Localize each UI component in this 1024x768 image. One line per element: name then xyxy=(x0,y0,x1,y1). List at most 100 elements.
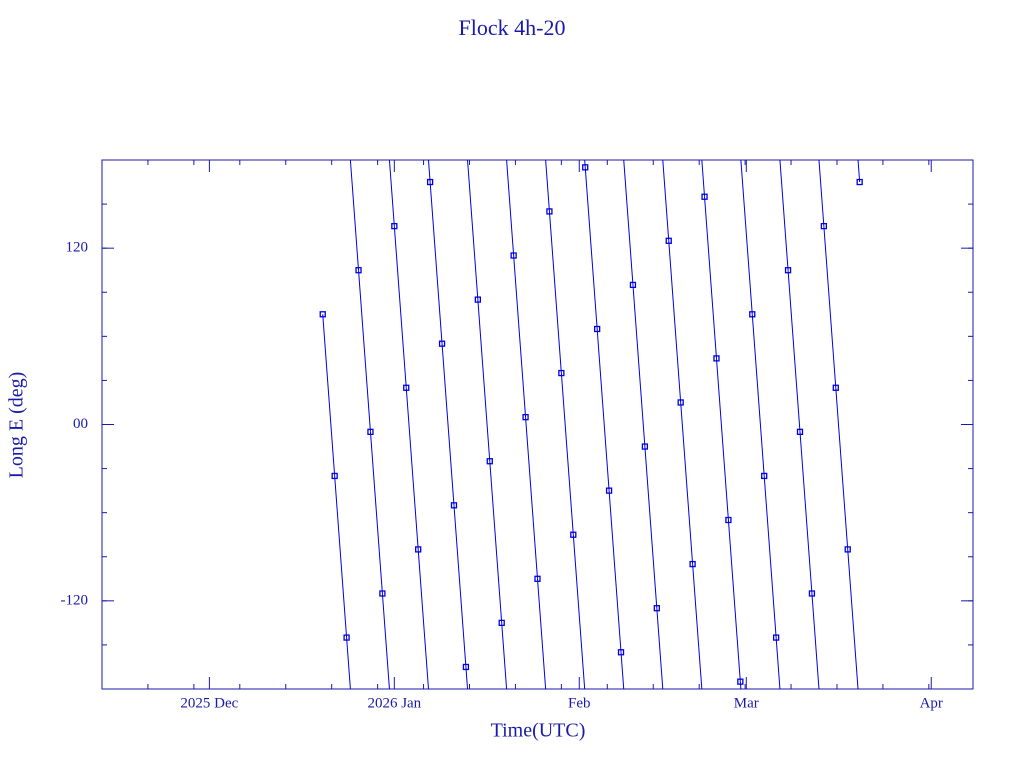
track-segment xyxy=(506,159,515,256)
point xyxy=(438,340,446,347)
point xyxy=(594,325,601,333)
track-segment xyxy=(632,284,646,447)
point xyxy=(510,252,517,259)
y-tick-label: -120 xyxy=(61,592,89,608)
track-segment xyxy=(405,387,419,550)
track-segment xyxy=(818,159,825,227)
point xyxy=(605,487,613,494)
track-segment xyxy=(763,475,777,638)
track-segment xyxy=(739,681,742,690)
point xyxy=(689,560,696,568)
point xyxy=(832,384,839,391)
point xyxy=(558,369,565,377)
track-segment xyxy=(857,159,861,183)
y-tick-label: 120 xyxy=(66,240,89,256)
track-segment xyxy=(704,196,717,359)
point xyxy=(534,575,541,582)
point xyxy=(343,634,350,641)
track-segment xyxy=(692,564,703,690)
track-segment xyxy=(381,593,390,690)
point xyxy=(546,208,553,215)
point xyxy=(784,267,792,274)
track-segment xyxy=(393,226,407,388)
track-segment xyxy=(779,159,789,271)
point xyxy=(331,472,338,480)
track-segment xyxy=(799,431,813,594)
point xyxy=(379,590,386,597)
point xyxy=(462,663,470,671)
x-tick-label: Feb xyxy=(568,695,591,711)
track-segment xyxy=(620,652,625,690)
point xyxy=(725,516,732,524)
track-segment xyxy=(322,314,336,476)
track-segment xyxy=(501,622,508,690)
plot-frame xyxy=(101,159,974,690)
track-segment xyxy=(823,226,837,388)
point xyxy=(629,281,637,289)
track-segment xyxy=(787,270,801,432)
point xyxy=(367,428,374,435)
track-segment xyxy=(427,159,431,183)
point xyxy=(796,428,804,435)
point xyxy=(677,399,684,406)
x-axis-label: Time(UTC) xyxy=(491,720,586,742)
track-segment xyxy=(560,373,574,535)
x-tick-label: 2025 Dec xyxy=(180,695,238,711)
point xyxy=(617,649,625,656)
track-segment xyxy=(584,159,586,168)
track-segment xyxy=(608,490,622,653)
point xyxy=(641,443,649,450)
track-segment xyxy=(467,159,479,300)
track-segment xyxy=(751,314,765,476)
point xyxy=(772,634,780,641)
track-segment xyxy=(584,167,598,330)
point xyxy=(486,458,493,465)
track-segment xyxy=(715,358,729,521)
track-segment xyxy=(429,182,443,344)
track-segment xyxy=(453,505,467,667)
track-segment xyxy=(644,446,658,609)
track-segment xyxy=(680,402,694,565)
track-segment xyxy=(417,549,429,690)
track-segment xyxy=(545,159,550,212)
point xyxy=(391,222,398,230)
point xyxy=(498,619,505,627)
point xyxy=(355,267,362,274)
y-tick-label: 00 xyxy=(73,416,88,432)
track-segment xyxy=(349,159,360,271)
track-segment xyxy=(740,159,753,315)
track-segment xyxy=(513,255,527,418)
point xyxy=(450,502,458,509)
track-segment xyxy=(835,387,849,550)
track-segment xyxy=(346,637,351,690)
track-segment xyxy=(388,159,395,227)
track-segment xyxy=(441,343,455,506)
track-segment xyxy=(572,534,586,690)
track-segment xyxy=(596,328,610,491)
point xyxy=(582,164,589,171)
track-segment xyxy=(465,666,469,690)
x-tick-label: 2026 Jan xyxy=(367,695,421,711)
y-axis-label: Long E (deg) xyxy=(6,372,28,479)
track-segment xyxy=(847,549,859,690)
point xyxy=(570,531,577,538)
point xyxy=(749,311,756,318)
point xyxy=(319,311,326,318)
x-tick-label: Mar xyxy=(734,695,759,711)
track-segment xyxy=(656,608,664,690)
track-segment xyxy=(537,578,547,690)
point xyxy=(653,605,660,612)
point xyxy=(820,222,828,230)
point xyxy=(665,237,672,244)
point xyxy=(808,590,816,597)
track-segment xyxy=(369,431,383,594)
track-segment xyxy=(548,211,562,374)
track-segment xyxy=(358,270,371,432)
track-segment xyxy=(668,240,682,403)
track-segment xyxy=(811,593,820,690)
track-segment xyxy=(477,299,491,462)
point xyxy=(761,472,768,480)
point xyxy=(713,355,720,362)
point xyxy=(844,546,851,553)
